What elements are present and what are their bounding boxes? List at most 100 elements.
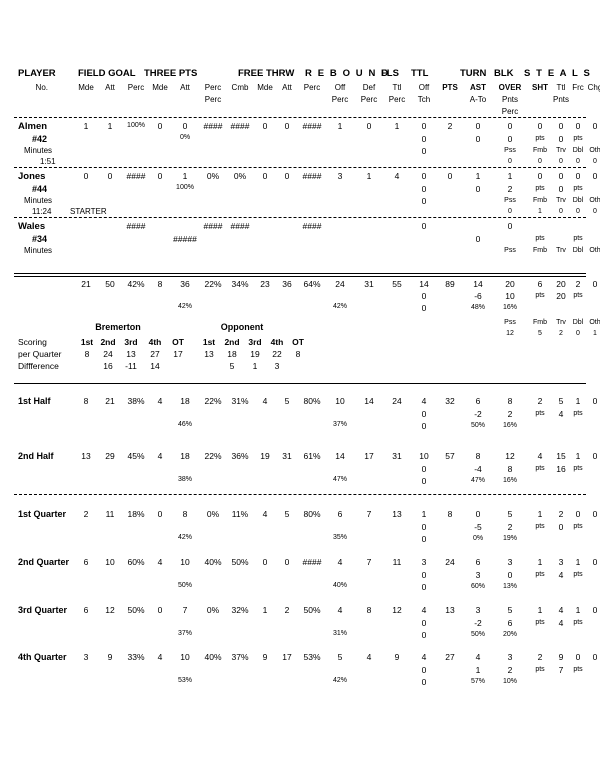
to-count-fmb: 5 <box>538 330 542 337</box>
reb-ttl: 11 <box>392 557 402 567</box>
fls-off: 4 <box>421 605 427 615</box>
tp-att: 18 <box>180 451 190 461</box>
tp-made: 0 <box>157 605 163 615</box>
fls-mid: 0 <box>421 582 427 592</box>
blocks-pts-label: pts <box>535 619 545 626</box>
blocks-pts-label: pts <box>535 410 545 417</box>
reb-def: 1 <box>366 171 372 181</box>
steals-pts-label: pts <box>573 523 583 530</box>
tp-cmb: 11% <box>231 509 249 519</box>
tp-perc: 40% <box>204 652 222 662</box>
header-sub-reb-def: Def <box>362 83 376 92</box>
tp-made: 4 <box>157 557 163 567</box>
header-group-steals: S T E A L S <box>524 68 592 79</box>
reb-def: 8 <box>366 605 372 615</box>
steals-pts-label: pts <box>573 135 583 142</box>
steals-pnts: 4 <box>558 570 564 580</box>
steals-ttl: 0 <box>558 121 564 131</box>
header-sub-ft-mde: Mde <box>257 83 273 92</box>
tp-att-perc: 37% <box>177 630 193 637</box>
to-count-dbl: 0 <box>576 208 580 215</box>
fls-tch: 0 <box>421 409 427 419</box>
player-divider <box>14 217 586 218</box>
tp-att: 10 <box>180 557 190 567</box>
blocks: 1 <box>537 509 543 519</box>
blocks: 2 <box>537 652 543 662</box>
assist-perc: 57% <box>470 678 486 685</box>
tp-made: 0 <box>157 121 163 131</box>
header-sub-sht: SHT <box>532 83 548 92</box>
header-sub2-fls-tch: Tch <box>417 95 431 104</box>
tp-cmb: 50% <box>231 557 249 567</box>
scoring-label-3: Diffference <box>18 361 59 371</box>
blocks-pts-label: pts <box>535 465 545 472</box>
header-sub-over: OVER <box>498 83 522 92</box>
split-label: 1st Half <box>18 396 51 406</box>
total-points: 0 <box>447 171 453 181</box>
fls-off: 4 <box>421 652 427 662</box>
to-label-dbl: Dbl <box>572 247 584 254</box>
scoring-home-period-ot: OT <box>172 337 184 347</box>
scoring-home-period-2nd: 2nd <box>100 337 116 347</box>
header-group-field-goal: FIELD GOAL <box>78 68 136 79</box>
steals-frc: 1 <box>575 605 581 615</box>
fg-perc: 33% <box>127 652 145 662</box>
tp-cmb: 36% <box>231 451 249 461</box>
reb-ttl: 9 <box>394 652 400 662</box>
assist-perc: 47% <box>470 477 486 484</box>
assist-to-ratio: -6 <box>474 291 482 301</box>
steals-frc: 0 <box>575 509 581 519</box>
header-sub-reb-off: Off <box>334 83 346 92</box>
fg-made: 13 <box>81 451 91 461</box>
steals-pts-label: pts <box>573 292 583 299</box>
to-label-pss: Pss <box>504 147 516 154</box>
ft-perc: 80% <box>303 509 321 519</box>
scoring-home-pts-3rd: 13 <box>126 349 136 359</box>
reb-def: 14 <box>364 396 374 406</box>
turnover-points: 2 <box>507 409 513 419</box>
fls-tch: 0 <box>421 464 427 474</box>
quarter-label: 4th Quarter <box>18 652 67 662</box>
tp-att: 7 <box>182 605 188 615</box>
tp-att-perc: 38% <box>177 476 193 483</box>
tp-att: 10 <box>180 652 190 662</box>
fls-off: 4 <box>421 396 427 406</box>
steals-chg: 0 <box>592 652 598 662</box>
assist-to-ratio: -2 <box>474 409 482 419</box>
header-sub2-ast-ato: A-To <box>469 95 487 104</box>
ft-att: 0 <box>284 557 290 567</box>
to-count-pss: 0 <box>508 158 512 165</box>
ft-made: 0 <box>262 171 268 181</box>
to-label-oth: Oth <box>589 247 600 254</box>
player-name: Jones <box>18 171 46 182</box>
steals-pnts: 0 <box>558 184 564 194</box>
tp-perc: 40% <box>204 557 222 567</box>
assists: 6 <box>475 396 481 406</box>
scoring-away-diff-2nd: 5 <box>229 361 235 371</box>
turnover-perc: 19% <box>502 535 518 542</box>
player-minutes-label: Minutes <box>24 196 53 205</box>
tp-att-perc: ##### <box>173 234 197 244</box>
tp-perc: 0% <box>206 171 220 181</box>
total-points: 13 <box>445 605 455 615</box>
fg-perc: 60% <box>127 557 145 567</box>
scoring-label-2: per Quarter <box>18 349 62 359</box>
steals-pnts: 0 <box>558 134 564 144</box>
turnover-points: 2 <box>507 665 513 675</box>
ft-perc: 64% <box>303 279 321 289</box>
ft-perc: 50% <box>303 605 321 615</box>
player-minutes: 11:24 <box>32 207 52 216</box>
fls-off: 0 <box>421 221 427 231</box>
header-group-turnover: TURN <box>460 68 487 79</box>
blocks-pts-label: pts <box>535 666 545 673</box>
steals-pts-label: pts <box>573 666 583 673</box>
ft-perc: 53% <box>303 652 321 662</box>
steals-ttl: 20 <box>556 279 566 289</box>
player-minutes-label: Minutes <box>24 146 53 155</box>
tp-cmb: #### <box>230 121 250 131</box>
assist-to-ratio: 0 <box>475 134 481 144</box>
steals-pts-label: pts <box>573 235 583 242</box>
ft-att: 2 <box>284 605 290 615</box>
steals-chg: 0 <box>592 396 598 406</box>
